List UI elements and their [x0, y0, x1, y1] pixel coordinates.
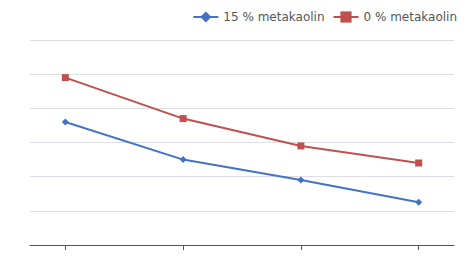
svg-text:0 % metakaolin: 0 % metakaolin: [363, 10, 457, 24]
svg-text:15 % metakaolin: 15 % metakaolin: [223, 10, 324, 24]
